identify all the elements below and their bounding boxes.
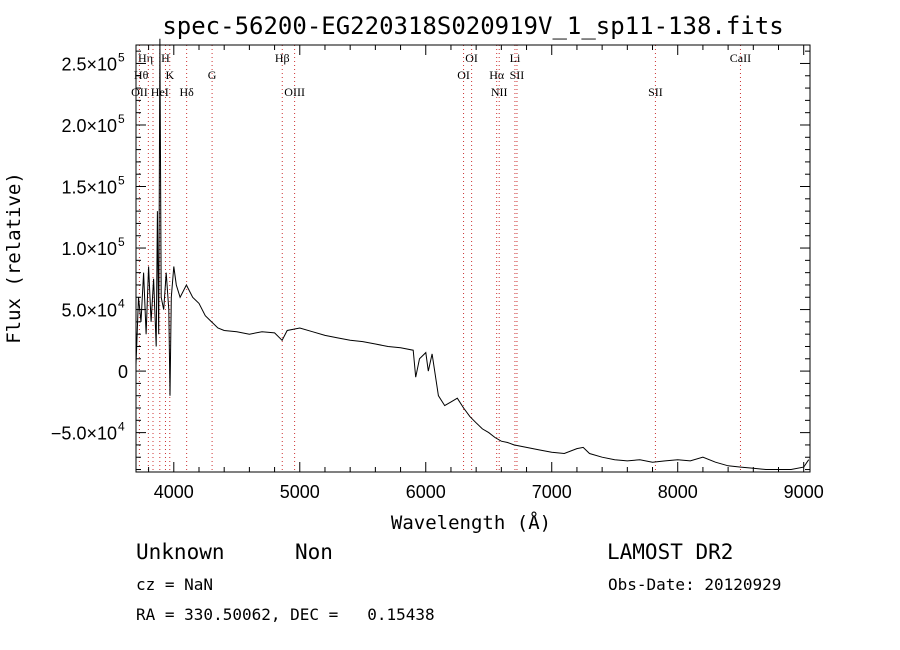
y-tick-exponent: 5 — [118, 112, 125, 126]
x-tick-label: 6000 — [406, 482, 446, 502]
y-tick-mantissa: −5.0×10 — [51, 424, 117, 444]
spectral-line-label: CaII — [730, 51, 751, 65]
y-tick-label: 2.5×10 — [61, 54, 117, 74]
redshift-value: cz = NaN — [136, 575, 214, 594]
y-tick-mantissa: 0 — [118, 362, 128, 382]
y-tick-label: 1.0×10 — [61, 239, 117, 259]
spectral-line-label: Li — [510, 51, 521, 65]
y-tick-label: 5.0×10 — [61, 301, 117, 321]
y-tick-label: 1.5×10 — [61, 178, 117, 198]
plot-frame — [135, 44, 811, 473]
survey-name: LAMOST DR2 — [607, 540, 734, 564]
object-subclass: Non — [295, 540, 333, 564]
y-axis: 2.5×10 52.0×10 51.5×10 51.0×10 55.0×10 40−5.0… — [51, 50, 810, 471]
spectral-line-label: Hθ — [134, 68, 149, 82]
x-tick-label: 9000 — [784, 482, 824, 502]
x-tick-label: 8000 — [658, 482, 698, 502]
spectral-line-label: OI — [457, 68, 470, 82]
chart-title: spec-56200-EG220318S020919V_1_sp11-138.f… — [162, 12, 783, 40]
spectral-line-label: Hδ — [179, 85, 194, 99]
y-tick-exponent: 4 — [118, 297, 125, 311]
spectral-line-label: K — [165, 68, 174, 82]
x-tick-label: 7000 — [532, 482, 572, 502]
spectral-line-label: SII — [510, 68, 525, 82]
spectral-line-label: G — [208, 68, 217, 82]
spectral-line-label: Hβ — [275, 51, 290, 65]
y-tick-mantissa: 2.5×10 — [61, 54, 117, 74]
y-tick-label: −5.0×10 — [51, 424, 117, 444]
spectrum-line — [135, 38, 810, 470]
spectral-line-markers: HηHHθKGOIIHeIHδHβOIIIOIOIHαNIILiSIISIICa… — [131, 45, 751, 472]
y-tick-label: 2.0×10 — [61, 116, 117, 136]
y-tick-exponent: 5 — [118, 50, 125, 64]
object-class: Unknown — [136, 540, 225, 564]
spectrum-series — [135, 38, 810, 470]
y-axis-label: Flux (relative) — [3, 172, 25, 344]
observation-date: Obs-Date: 20120929 — [608, 575, 782, 594]
x-tick-label: 4000 — [154, 482, 194, 502]
spectral-line-label: Hα — [489, 68, 505, 82]
spectral-line-label: NII — [491, 85, 508, 99]
sky-coordinates: RA = 330.50062, DEC = 0.15438 — [136, 605, 435, 624]
x-axis-label: Wavelength (Å) — [391, 511, 551, 534]
x-tick-label: 5000 — [280, 482, 320, 502]
y-tick-mantissa: 1.5×10 — [61, 178, 117, 198]
y-tick-exponent: 5 — [118, 174, 125, 188]
spectral-line-label: OIII — [284, 85, 305, 99]
y-tick-label: 0 — [118, 362, 128, 382]
spectral-line-label: OI — [465, 51, 478, 65]
y-tick-mantissa: 1.0×10 — [61, 239, 117, 259]
spectral-line-label: SII — [648, 85, 663, 99]
spectral-line-label: Hη — [138, 51, 153, 65]
y-tick-exponent: 4 — [118, 420, 125, 434]
y-tick-mantissa: 2.0×10 — [61, 116, 117, 136]
y-tick-mantissa: 5.0×10 — [61, 301, 117, 321]
spectral-line-label: OII — [131, 85, 148, 99]
y-tick-exponent: 5 — [118, 235, 125, 249]
x-axis: 4000 5000 6000 7000 8000 9000 — [148, 45, 824, 502]
